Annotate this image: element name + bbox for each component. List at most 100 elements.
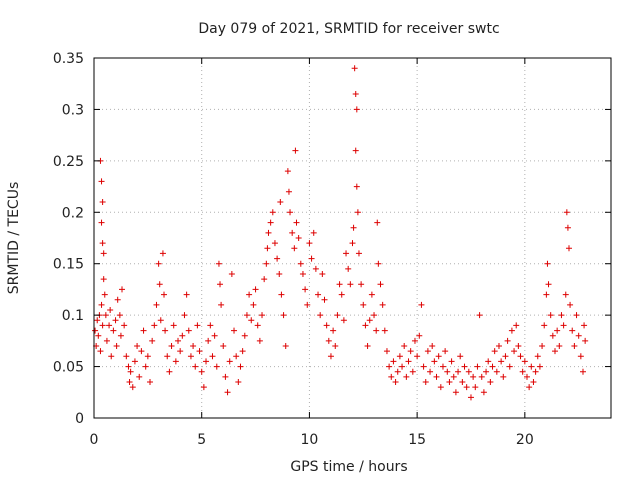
data-point bbox=[573, 312, 580, 319]
data-point bbox=[338, 291, 345, 298]
data-point bbox=[523, 373, 530, 380]
data-point bbox=[575, 332, 582, 339]
data-point bbox=[259, 312, 266, 319]
data-point bbox=[558, 312, 565, 319]
data-point bbox=[92, 327, 99, 334]
data-point bbox=[571, 343, 578, 349]
x-axis-label: GPS time / hours bbox=[290, 459, 407, 475]
data-point bbox=[263, 260, 270, 267]
data-point bbox=[246, 291, 253, 298]
data-point bbox=[98, 178, 105, 185]
data-point bbox=[213, 363, 220, 370]
data-point bbox=[465, 368, 472, 375]
data-point bbox=[383, 348, 390, 355]
data-point bbox=[155, 260, 162, 267]
data-point bbox=[536, 363, 543, 370]
plot-frame bbox=[93, 57, 612, 419]
data-point bbox=[282, 343, 289, 349]
data-point bbox=[582, 337, 589, 344]
data-point bbox=[581, 322, 588, 329]
data-point bbox=[228, 271, 235, 277]
data-point bbox=[502, 353, 509, 360]
data-point bbox=[198, 368, 205, 375]
data-point bbox=[431, 358, 438, 365]
data-point bbox=[297, 260, 304, 267]
data-point bbox=[358, 281, 365, 288]
data-point bbox=[103, 337, 110, 344]
data-point bbox=[450, 373, 457, 380]
data-point bbox=[239, 348, 246, 355]
data-point bbox=[485, 358, 492, 365]
data-point bbox=[319, 271, 326, 277]
data-point bbox=[521, 358, 528, 365]
data-point bbox=[157, 317, 164, 324]
data-point bbox=[416, 332, 423, 339]
data-point bbox=[116, 312, 123, 319]
data-point bbox=[248, 317, 255, 324]
x-tick-label: 5 bbox=[197, 432, 206, 448]
data-point bbox=[399, 363, 406, 370]
data-point bbox=[429, 343, 436, 349]
data-point bbox=[302, 286, 309, 293]
data-point bbox=[513, 322, 520, 329]
data-point bbox=[222, 373, 229, 380]
x-tick-label: 15 bbox=[408, 432, 426, 448]
data-point bbox=[156, 281, 163, 288]
data-point bbox=[493, 368, 500, 375]
data-point bbox=[349, 240, 356, 247]
data-point bbox=[295, 235, 302, 241]
data-point bbox=[353, 183, 360, 190]
data-point bbox=[444, 368, 451, 375]
data-point bbox=[353, 106, 360, 113]
data-point bbox=[123, 353, 130, 360]
data-point bbox=[264, 245, 271, 252]
data-point bbox=[332, 343, 339, 349]
data-point bbox=[327, 353, 334, 360]
data-point bbox=[435, 353, 442, 360]
y-tick-label: 0.05 bbox=[53, 360, 84, 376]
data-point bbox=[102, 312, 109, 319]
data-point bbox=[278, 291, 285, 298]
data-point bbox=[185, 327, 192, 334]
data-point bbox=[108, 353, 115, 360]
data-point bbox=[183, 291, 190, 298]
data-point bbox=[500, 373, 507, 380]
data-point bbox=[99, 322, 106, 329]
data-point bbox=[271, 240, 278, 247]
data-point bbox=[179, 332, 186, 339]
data-point bbox=[452, 389, 459, 396]
data-point bbox=[515, 343, 522, 349]
y-tick-label: 0 bbox=[75, 411, 84, 427]
data-point bbox=[134, 343, 141, 349]
data-point bbox=[161, 291, 168, 298]
data-point bbox=[190, 343, 197, 349]
data-point bbox=[579, 368, 586, 375]
data-point bbox=[140, 327, 147, 334]
data-point bbox=[461, 363, 468, 370]
data-point bbox=[194, 322, 201, 329]
data-point bbox=[205, 337, 212, 344]
data-point bbox=[98, 301, 105, 308]
data-point bbox=[411, 337, 418, 344]
data-point bbox=[325, 337, 332, 344]
data-point bbox=[539, 343, 546, 349]
data-point bbox=[544, 260, 551, 267]
data-point bbox=[101, 291, 108, 298]
data-point bbox=[455, 368, 462, 375]
data-point bbox=[265, 229, 272, 236]
data-point bbox=[289, 229, 296, 236]
data-point bbox=[364, 343, 371, 349]
data-point bbox=[549, 332, 556, 339]
data-point bbox=[405, 358, 412, 365]
data-point bbox=[162, 327, 169, 334]
data-point bbox=[280, 312, 287, 319]
data-point bbox=[172, 358, 179, 365]
data-point bbox=[151, 322, 158, 329]
data-point bbox=[200, 384, 207, 391]
data-point bbox=[98, 219, 105, 226]
data-point bbox=[117, 332, 124, 339]
data-point bbox=[506, 363, 513, 370]
y-axis-label: SRMTID / TECUs bbox=[6, 182, 22, 295]
data-point bbox=[159, 250, 166, 257]
data-point bbox=[545, 281, 552, 288]
